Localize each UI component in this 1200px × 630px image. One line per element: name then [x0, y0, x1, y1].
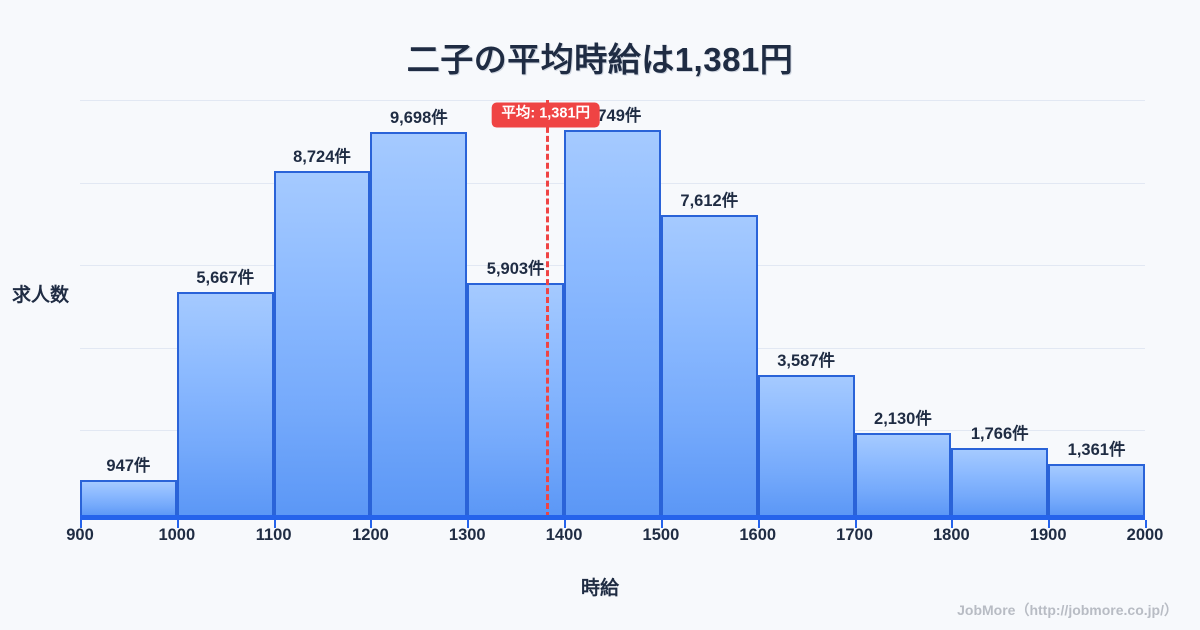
mean-badge: 平均: 1,381円: [491, 102, 601, 128]
x-axis-tick: [564, 520, 567, 528]
bar-value-label: 8,724件: [293, 147, 351, 166]
y-axis-title: 求人数: [12, 285, 70, 306]
x-axis-tick: [854, 520, 857, 528]
bar[interactable]: [564, 129, 661, 518]
bar-value-label: 9,698件: [389, 108, 448, 127]
plot-area: 947件 5,667件 8,724件 9,698件 5,903件 9,749件 7,612件…: [80, 100, 1145, 518]
x-axis-tick-label: 1500: [642, 526, 680, 544]
x-axis-tick: [757, 520, 760, 528]
mean-line: [545, 100, 549, 518]
x-axis-line: [80, 515, 1145, 520]
bars-layer: 947件 5,667件 8,724件 9,698件 5,903件 9,749件 7,612件…: [80, 100, 1145, 518]
x-axis-tick: [467, 520, 470, 528]
x-axis-tick-label: 900: [66, 526, 94, 544]
x-axis-tick: [370, 520, 373, 528]
x-axis-tick-label: 2000: [1126, 526, 1164, 544]
bar[interactable]: [660, 214, 758, 518]
x-axis-tick: [176, 520, 179, 528]
bar-value-label: 3,587件: [777, 352, 836, 371]
x-axis-tick: [1048, 520, 1051, 528]
bar[interactable]: [757, 375, 855, 518]
bar[interactable]: [854, 433, 952, 518]
bar-value-label: 2,130件: [874, 410, 932, 429]
bar-value-label: 7,612件: [680, 191, 739, 210]
x-axis-tick-label: 1200: [352, 526, 389, 544]
x-axis-tick-label: 1600: [739, 526, 777, 544]
bar-value-label: 1,766件: [970, 424, 1029, 443]
x-axis-title: 時給: [580, 578, 619, 599]
x-axis-tick: [1145, 520, 1147, 528]
bar[interactable]: [370, 131, 468, 518]
bar-value-label: 1,361件: [1067, 440, 1126, 459]
x-axis-tick-label: 1100: [255, 526, 292, 544]
x-axis-tick-label: 1300: [448, 526, 486, 544]
chart-title: 二子の平均時給は1,381円: [406, 41, 794, 78]
bar-value-label: 947件: [106, 457, 151, 476]
bar[interactable]: [467, 283, 565, 518]
x-axis-tick-label: 1400: [545, 526, 583, 544]
bar-value-label: 5,903件: [486, 260, 545, 278]
watermark: JobMore（http://jobmore.co.jp/）: [957, 602, 1178, 618]
bar[interactable]: [273, 170, 371, 518]
x-axis-tick-label: 1700: [836, 526, 873, 544]
bar-value-label: 5,667件: [196, 269, 255, 288]
x-axis-tick: [273, 520, 276, 528]
bar[interactable]: [1048, 463, 1145, 518]
x-axis-tick: [660, 520, 663, 528]
bar[interactable]: [951, 447, 1049, 518]
x-axis-tick-label: 1900: [1029, 526, 1067, 544]
x-axis-tick: [951, 520, 954, 528]
bar[interactable]: [176, 292, 274, 518]
x-axis-tick-label: 1000: [158, 526, 196, 544]
x-axis-tick-label: 1800: [933, 526, 970, 544]
gridline: [80, 100, 1145, 101]
x-axis-tick: [80, 520, 82, 528]
bar[interactable]: [80, 480, 177, 518]
